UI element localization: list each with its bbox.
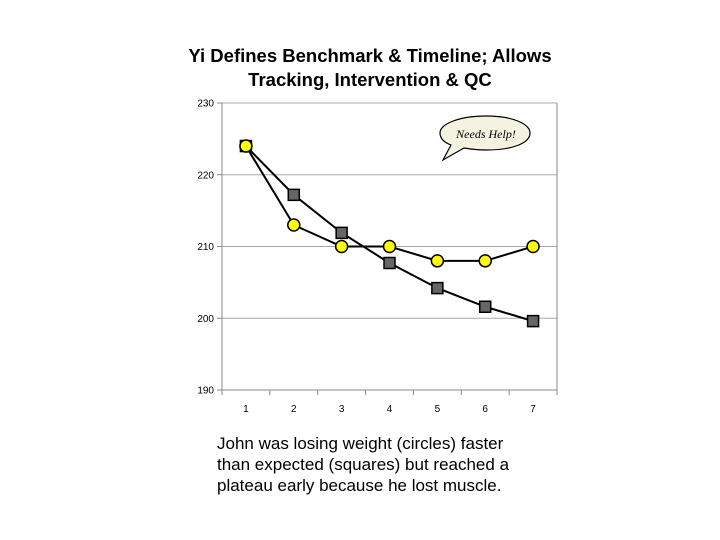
data-point-circle-4: [382, 239, 397, 254]
data-point-circle-1: [239, 139, 253, 153]
y-tick-label-190: 190: [197, 386, 214, 397]
x-tick-label-7: 7: [530, 404, 536, 415]
chart-title: Yi Defines Benchmark & Timeline; Allows …: [0, 44, 720, 92]
data-point-circle-6: [478, 254, 492, 268]
y-tick-label-230: 230: [197, 99, 214, 110]
caption-line-2: than expected (squares) but reached a: [217, 455, 510, 474]
data-point-square-5: [431, 281, 444, 295]
x-tick-label-2: 2: [291, 404, 297, 415]
data-point-circle-5: [430, 254, 445, 268]
x-tick-label-5: 5: [435, 404, 441, 415]
data-point-circle-2: [287, 218, 301, 232]
chart-title-line-2: Tracking, Intervention & QC: [248, 69, 492, 90]
data-point-square-2: [287, 188, 301, 202]
data-point-circle-3: [334, 239, 349, 254]
data-point-square-3: [335, 226, 348, 240]
data-point-square-7: [526, 314, 540, 328]
x-tick-label-6: 6: [482, 404, 488, 415]
x-tick-label-1: 1: [243, 404, 249, 415]
caption: John was losing weight (circles) faster …: [217, 433, 577, 496]
series-line-square: [245, 145, 534, 323]
x-tick-label-3: 3: [339, 404, 345, 415]
data-point-circle-7: [526, 239, 540, 254]
callout-bubble: [439, 115, 531, 162]
series: [239, 139, 540, 328]
data-point-square-6: [478, 300, 492, 314]
x-tick-label-4: 4: [387, 404, 393, 415]
axes: [217, 102, 558, 395]
y-tick-label-210: 210: [197, 242, 214, 253]
y-tick-label-220: 220: [197, 170, 214, 181]
chart-title-line-1: Yi Defines Benchmark & Timeline; Allows: [188, 45, 552, 66]
callout-text: Needs Help!: [455, 127, 516, 141]
caption-line-3: plateau early because he lost muscle.: [217, 476, 502, 495]
y-tick-label-200: 200: [197, 314, 214, 325]
data-point-square-4: [383, 256, 396, 270]
needs-help-callout: Needs Help!: [439, 115, 531, 162]
tick-labels: 190 200 210 220 230 1 2 3 4 5 6 7: [197, 99, 536, 416]
caption-line-1: John was losing weight (circles) faster: [217, 434, 504, 453]
